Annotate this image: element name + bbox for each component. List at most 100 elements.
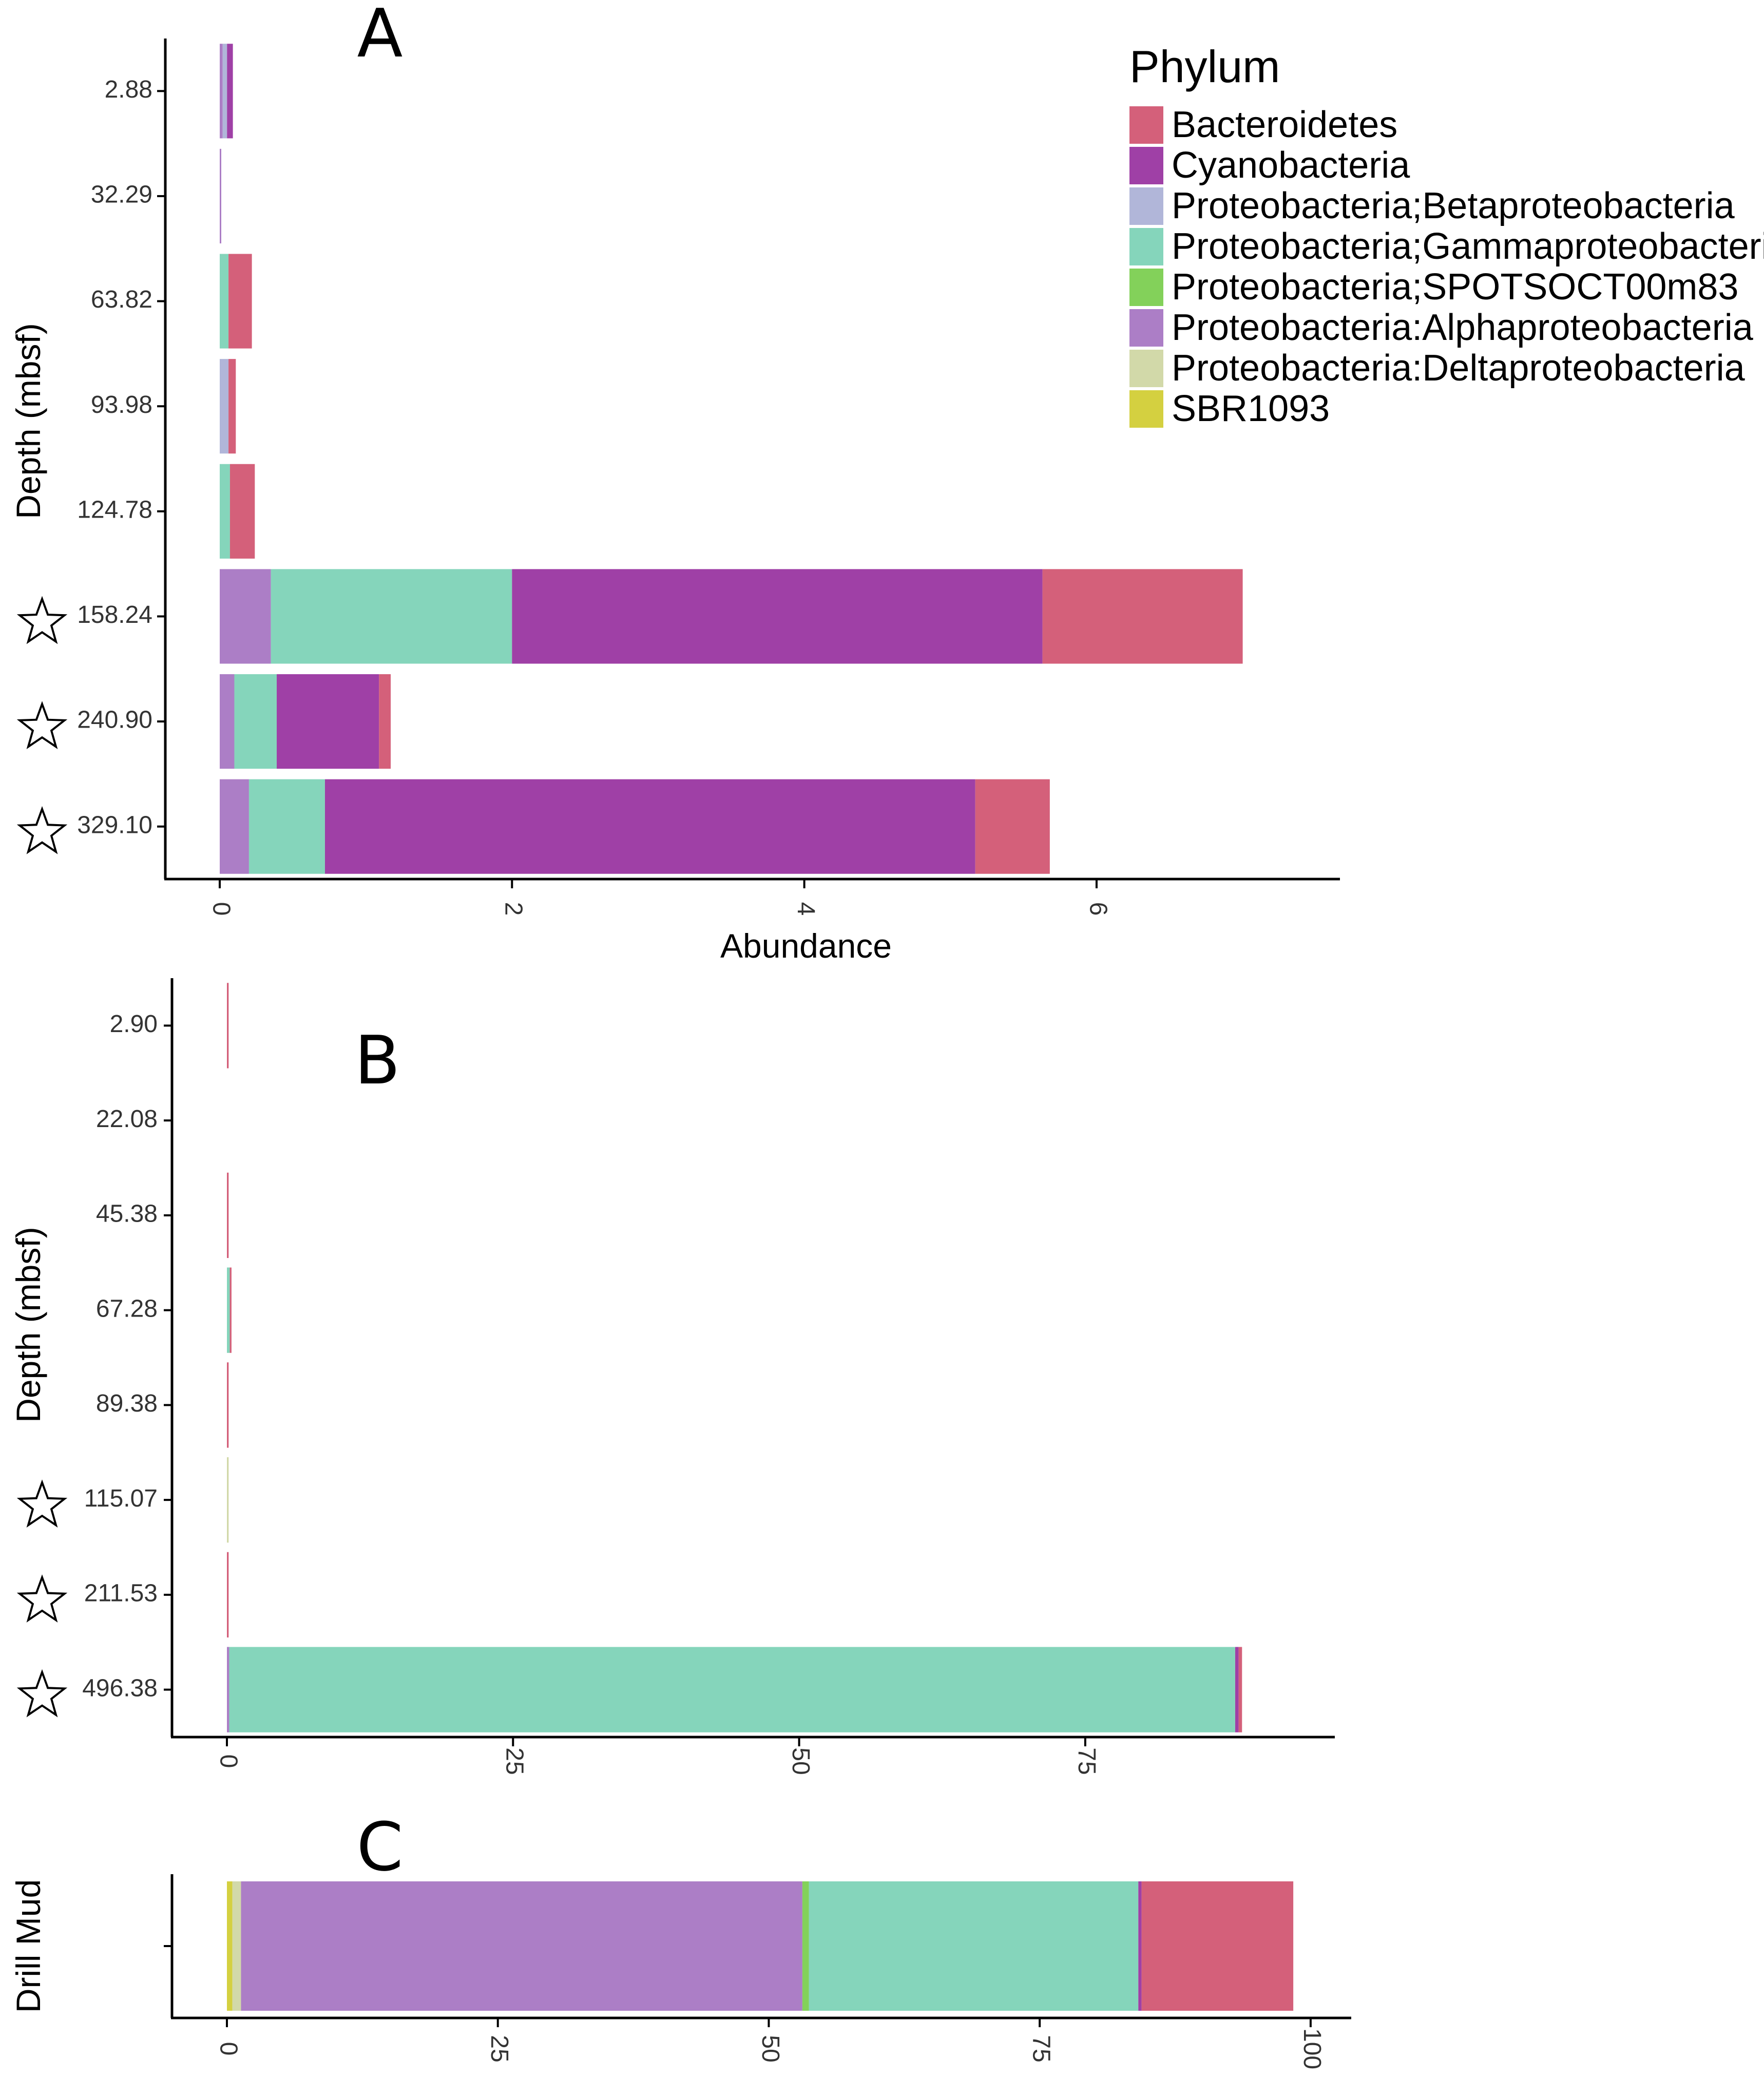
panel-b-bar-segment [229,1647,1235,1732]
panel-a-bar-segment [512,569,1043,664]
panel-a-bar-segment [975,779,1050,874]
panel-c-bar-segment [809,1881,1139,2011]
panel-b-bar-segment [227,1362,229,1448]
sample-star-icon [16,1669,68,1718]
panel-b-y-tick-label: 67.28 [96,1295,158,1322]
panel-a-bar-segment [220,464,230,559]
legend-swatch [1129,106,1163,144]
panel-a-y-tick-label: 240.90 [77,707,152,734]
panel-a-x-tick-label: 0 [207,902,235,916]
panel-a-bar-segment [220,148,221,244]
panel-b-y-tick-label: 211.53 [84,1580,158,1607]
legend-label: Proteobacteria;SPOTSOCT00m83 [1172,266,1738,308]
sample-star-icon [16,1479,68,1528]
legend-label: Proteobacteria:Alphaproteobacteria [1172,307,1754,348]
legend-swatch [1129,390,1163,428]
panel-b-bar-segment [227,1552,229,1638]
legend-swatch [1129,228,1163,265]
panel-a-y-tick-label: 329.10 [77,811,152,839]
panel-c-chart: 0 25 50 75 100 [164,1874,1351,2069]
panel-letter-c: C [357,1808,404,1886]
panel-c-y-axis-title: Drill Mud [9,1879,47,2013]
panel-b-y-tick-label: 2.90 [110,1011,158,1038]
panel-a-bar-segment [379,674,391,769]
legend-label: Proteobacteria:Deltaproteobacteria [1172,348,1746,389]
panel-a-bar-segment [324,779,975,874]
panel-a-bar-segment [228,254,252,349]
panel-b-bar-segment [227,983,229,1069]
legend-label: Proteobacteria;Gammaproteobacteria [1172,226,1764,267]
sample-star-icon [16,596,68,644]
panel-a-y-tick-label: 158.24 [77,601,152,628]
panel-c-x-tick-label: 100 [1298,2028,1326,2069]
legend-swatch [1129,350,1163,387]
panel-b-x-tick-label: 50 [787,1747,814,1775]
panel-letter-a: A [357,0,403,72]
panel-b-bar-segment [229,1267,232,1353]
panel-a-bar-segment [220,674,235,769]
panel-b-bar-segment [227,1647,229,1732]
panel-a-bar-segment [220,359,229,454]
panel-a-y-tick-label: 2.88 [105,76,152,103]
panel-c-bar-segment [1141,1881,1294,2011]
panel-b-x-tick-label: 25 [501,1747,528,1775]
panel-a-x-axis-title: Abundance [720,927,892,965]
panel-b-y-tick-label: 45.38 [96,1201,158,1228]
panel-b-x-tick-label: 75 [1073,1747,1100,1775]
panel-a-bar-segment [229,464,255,559]
panel-a-bar-segment [1042,569,1243,664]
panel-c-bar-segment [802,1881,809,2011]
panel-c-bar-segment [232,1881,241,2011]
panel-a-chart: 0 2 4 6 2.88 32.29 63.82 93.98 124.78 158.24 240.9… [16,39,1340,916]
panel-c-x-tick-label: 0 [215,2042,242,2056]
legend: Phylum BacteroidetesCyanobacteriaProteob… [1129,41,1764,429]
legend-swatch [1129,309,1163,347]
panel-c-bar-segment [241,1881,802,2011]
panel-a-bar-segment [220,44,223,139]
panel-a-bar-segment [277,674,379,769]
panel-b-bar-segment [227,1172,229,1259]
panel-a-x-tick-label: 4 [792,902,819,916]
panel-a-bar-segment [220,254,229,349]
legend-label: Cyanobacteria [1172,145,1410,186]
sample-star-icon [16,806,68,854]
panel-a-y-axis-title: Depth (mbsf) [9,323,47,519]
panel-a-y-tick-label: 63.82 [91,286,152,313]
panel-a-bar-segment [248,779,325,874]
legend-swatch [1129,269,1163,306]
panel-b-bar-segment [1235,1647,1239,1732]
panel-c-x-tick-label: 75 [1027,2035,1054,2062]
panel-a-bar-segment [222,44,227,139]
legend-title: Phylum [1129,41,1280,92]
panel-a-y-tick-label: 93.98 [91,391,152,418]
panel-b-y-axis-title: Depth (mbsf) [9,1227,47,1422]
legend-label: Proteobacteria;Betaproteobacteria [1172,185,1735,226]
panel-c-bar-segment [227,1881,233,2011]
panel-a-y-tick-label: 124.78 [77,496,152,523]
panel-letter-b: B [354,1021,400,1099]
panel-a-bar-segment [228,359,236,454]
panel-b-bar-segment [227,1267,230,1353]
panel-a-x-tick-label: 6 [1084,902,1111,916]
panel-b-y-tick-label: 115.07 [84,1485,158,1512]
panel-a-bar-segment [220,779,249,874]
legend-label: Bacteroidetes [1172,104,1397,145]
panel-c-x-tick-label: 50 [757,2035,784,2062]
legend-swatch [1129,187,1163,225]
panel-a-bar-segment [227,44,233,139]
panel-a-x-tick-label: 2 [500,902,527,916]
panel-b-x-tick-label: 0 [215,1755,242,1768]
panel-a-bar-segment [234,674,277,769]
panel-b-chart: 0 25 50 75 2.90 22.08 45.38 67.28 89.38 115.07 211… [16,978,1335,1775]
panel-b-y-tick-label: 496.38 [82,1674,158,1702]
panel-b-y-tick-label: 89.38 [96,1390,158,1417]
panel-c-bar-segment [1138,1881,1142,2011]
panel-c-x-tick-label: 25 [486,2035,513,2062]
sample-star-icon [16,701,68,750]
legend-swatch [1129,147,1163,184]
legend-label: SBR1093 [1172,388,1330,429]
panel-a-y-tick-label: 32.29 [91,181,152,208]
sample-star-icon [16,1574,68,1623]
panel-b-bar-segment [1238,1647,1242,1732]
